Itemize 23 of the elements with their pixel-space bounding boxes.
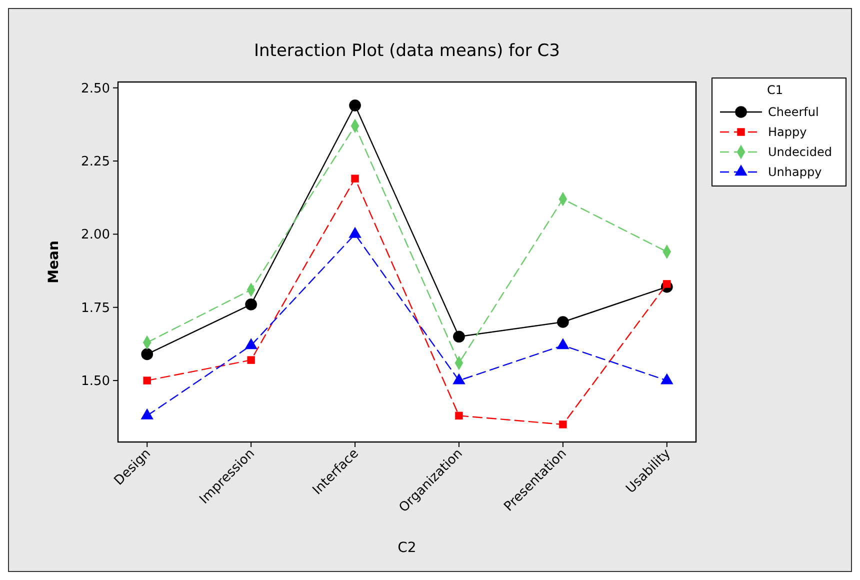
y-tick-label: 2.00 bbox=[81, 228, 110, 243]
point bbox=[245, 298, 257, 310]
point bbox=[349, 100, 361, 112]
point bbox=[143, 376, 151, 384]
legend-label: Undecided bbox=[768, 145, 832, 160]
y-tick-label: 2.25 bbox=[81, 154, 110, 170]
point bbox=[247, 356, 255, 364]
point bbox=[455, 412, 463, 420]
y-tick-label: 2.50 bbox=[81, 81, 110, 96]
point bbox=[453, 330, 465, 343]
point bbox=[557, 316, 569, 328]
point bbox=[141, 348, 154, 360]
y-axis-title: Mean bbox=[46, 240, 62, 284]
legend-title: C1 bbox=[767, 83, 784, 97]
y-tick-label: 1.75 bbox=[81, 300, 110, 316]
x-axis-title: C2 bbox=[398, 540, 416, 556]
point bbox=[559, 420, 567, 428]
legend-label: Happy bbox=[768, 125, 807, 140]
point bbox=[351, 174, 359, 182]
y-tick-label: 1.50 bbox=[81, 374, 110, 390]
legend-label: Unhappy bbox=[768, 165, 822, 180]
chart-title: Interaction Plot (data means) for C3 bbox=[254, 41, 560, 61]
legend-label: Cheerful bbox=[768, 105, 819, 120]
